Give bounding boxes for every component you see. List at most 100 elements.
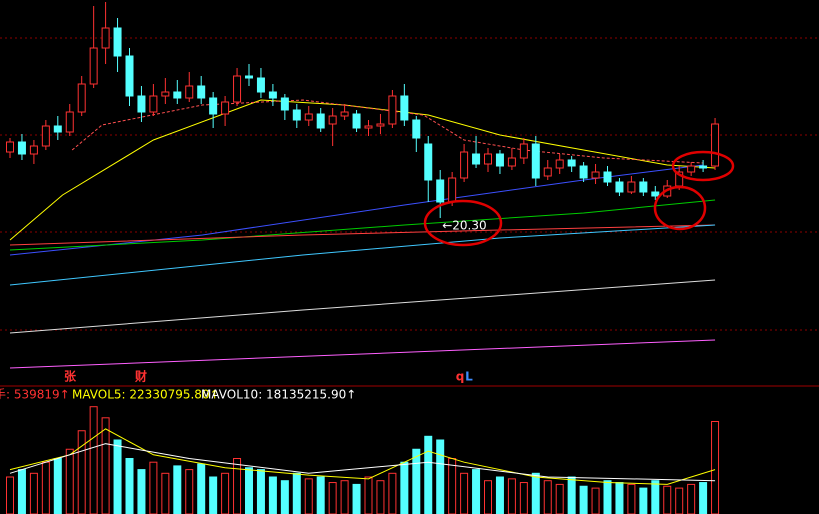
volume-bar [591,487,600,514]
candle-body [627,181,636,193]
candle-body [221,101,230,115]
volume-bar [185,469,194,514]
candle-body [53,125,62,133]
volume-bar [53,458,62,514]
volume-bar [448,458,457,514]
volume-bar [567,476,576,514]
volume-bar [495,476,504,514]
volume-bar [268,476,277,514]
moving-average-line [9,224,716,246]
volume-bar [711,421,720,514]
volume-bar [412,448,421,514]
candle-body [651,191,660,197]
volume-bar [316,476,325,514]
volume-bar [627,483,636,514]
volume-bar [675,487,684,514]
volume-info: 手: 539819↑ [0,388,70,402]
volume-bar [519,482,528,514]
candle-body [17,141,26,155]
volume-bar [256,469,265,514]
candle-body [567,159,576,167]
candle-body [245,75,253,79]
volume-bar [400,461,409,514]
circle [671,150,735,182]
volume-bar [125,458,134,514]
candle-body [161,91,170,97]
volume-bar [472,469,481,514]
candle-body [304,113,313,121]
candle-body [495,153,504,167]
candle-body [603,171,612,183]
grid [0,37,819,331]
candle-body [328,115,337,125]
volume-bar [663,485,672,514]
candle-body [531,143,540,179]
volume-bar [221,472,230,514]
candle-body [316,113,325,129]
info-flag: L [465,370,473,384]
moving-average-line [9,443,716,482]
moving-average-line [9,279,716,334]
candle-body [113,27,122,57]
volume-bar [328,482,337,514]
candle-body [65,111,74,133]
volume-bar [507,478,516,514]
candle-body [340,111,349,117]
candle-body [233,75,242,103]
volume-bar [89,406,98,514]
candle-body [77,83,86,113]
volume-bar [304,478,313,514]
candle-body [197,85,206,99]
moving-average-line [71,99,704,164]
volume-bar [376,480,385,514]
candle-body [268,91,277,99]
candle-body [29,145,38,155]
volume-bar [651,480,660,514]
candle-body [615,181,624,193]
candle-body [388,95,397,125]
candle-body [711,123,720,167]
candle-body [400,95,409,121]
volume-bar [197,463,206,514]
candle-body [376,123,385,127]
volume-bar [364,476,373,514]
candle-body [507,157,516,167]
candle-body [484,153,492,165]
volume-bar [233,458,242,514]
volume-bar [6,476,14,514]
volume-bar [173,465,182,514]
candle-body [460,151,469,179]
volume-bar [436,439,445,514]
candle-body [41,125,50,147]
volume-bar [65,448,74,514]
volume-bar [460,472,469,514]
candle-body [149,95,158,113]
volume-bar [352,483,361,514]
volume-bar [161,472,170,514]
volume-bar [29,472,38,514]
volume-bar [699,482,708,514]
marks: ←20.30 张 财 q L 手: 539819↑ MAVOL5: 22330795.80↑… [0,1,720,514]
volume-bar [149,461,158,514]
moving-average-line [9,199,716,251]
candle-body [699,165,708,169]
candle-body [256,77,265,93]
candle-body [137,95,146,113]
volume-bar [245,467,253,514]
volume-bar [137,469,146,514]
volume-bar [639,487,648,514]
candle-body [591,171,600,179]
candle-body [6,141,14,153]
candle-body [412,119,421,139]
volume-bar [340,480,349,514]
candle-body [364,125,373,129]
candle-body [292,109,301,121]
low-price-annotation: ←20.30 [442,219,486,233]
candle-body [209,97,218,115]
volume-bar [603,480,612,514]
candle-body [543,167,552,177]
candle-body [519,143,528,159]
candle-body [424,143,433,181]
candle-body [687,165,696,173]
candle-body [436,179,445,203]
